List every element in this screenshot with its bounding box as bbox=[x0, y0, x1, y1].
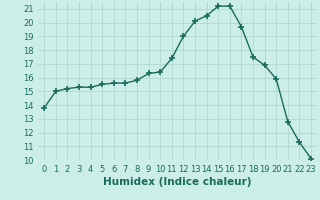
X-axis label: Humidex (Indice chaleur): Humidex (Indice chaleur) bbox=[103, 177, 252, 187]
